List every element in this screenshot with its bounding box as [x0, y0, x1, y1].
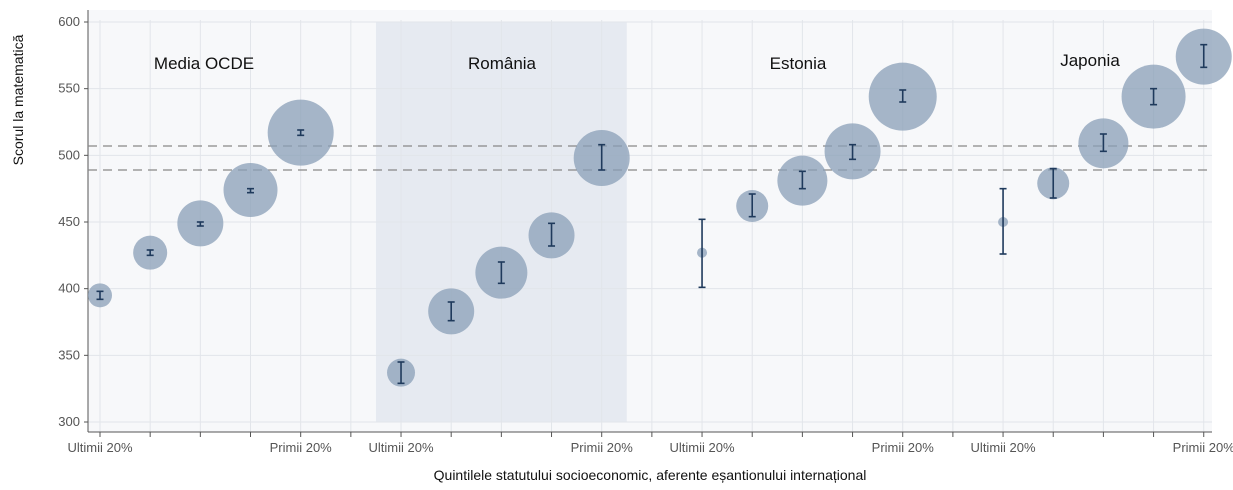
series-media-ocde	[88, 99, 334, 308]
y-tick-label: 550	[58, 81, 80, 96]
x-tick-label: Ultimii 20%	[971, 440, 1036, 455]
series-estonia	[697, 62, 937, 289]
series-japonia	[998, 28, 1232, 255]
y-tick-label: 450	[58, 214, 80, 229]
x-tick-label: Primii 20%	[1173, 440, 1233, 455]
y-axis-title: Scorul la matematică	[10, 34, 26, 165]
x-tick-label: Primii 20%	[270, 440, 333, 455]
group-label: Japonia	[1060, 51, 1120, 70]
plot-background	[88, 10, 1212, 432]
series-rom-nia	[387, 130, 630, 387]
y-tick-label: 350	[58, 347, 80, 362]
x-tick-label: Ultimii 20%	[67, 440, 132, 455]
y-tick-label: 600	[58, 14, 80, 29]
y-tick-label: 300	[58, 414, 80, 429]
y-tick-label: 500	[58, 147, 80, 162]
y-tick-label: 400	[58, 281, 80, 296]
group-label: Media OCDE	[154, 54, 254, 73]
x-axis-title: Quintilele statutului socioeconomic, afe…	[434, 467, 867, 483]
x-tick-label: Ultimii 20%	[670, 440, 735, 455]
group-label: Estonia	[770, 54, 827, 73]
x-tick-label: Primii 20%	[872, 440, 935, 455]
group-label: România	[468, 54, 537, 73]
x-tick-label: Ultimii 20%	[369, 440, 434, 455]
x-tick-label: Primii 20%	[571, 440, 634, 455]
